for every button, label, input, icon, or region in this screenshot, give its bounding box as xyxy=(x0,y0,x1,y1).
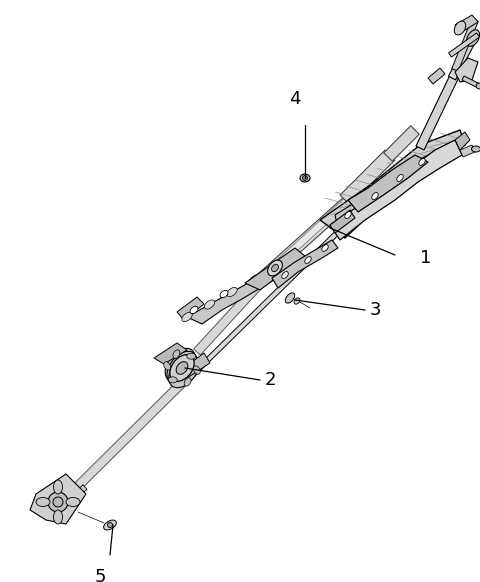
Ellipse shape xyxy=(184,378,191,386)
Ellipse shape xyxy=(345,211,351,218)
Ellipse shape xyxy=(419,158,425,165)
Polygon shape xyxy=(455,58,478,82)
Ellipse shape xyxy=(285,293,295,303)
Polygon shape xyxy=(180,353,210,378)
Polygon shape xyxy=(340,150,395,205)
Polygon shape xyxy=(460,145,475,157)
Polygon shape xyxy=(58,228,342,507)
Ellipse shape xyxy=(104,520,116,530)
Ellipse shape xyxy=(53,497,63,507)
Polygon shape xyxy=(455,132,470,150)
Ellipse shape xyxy=(282,272,288,278)
Ellipse shape xyxy=(164,362,170,370)
Ellipse shape xyxy=(454,21,466,35)
Ellipse shape xyxy=(167,352,197,385)
Ellipse shape xyxy=(190,306,198,314)
Ellipse shape xyxy=(169,354,199,388)
Ellipse shape xyxy=(471,146,480,152)
Ellipse shape xyxy=(305,257,311,264)
Ellipse shape xyxy=(53,510,62,524)
Ellipse shape xyxy=(187,353,196,359)
Polygon shape xyxy=(448,38,476,80)
Polygon shape xyxy=(330,210,355,233)
Text: 1: 1 xyxy=(420,249,432,267)
Polygon shape xyxy=(69,377,188,495)
Polygon shape xyxy=(187,267,284,324)
Polygon shape xyxy=(455,15,478,32)
Text: 5: 5 xyxy=(94,568,106,582)
Ellipse shape xyxy=(322,244,328,251)
Ellipse shape xyxy=(467,30,480,46)
Polygon shape xyxy=(194,275,268,355)
Ellipse shape xyxy=(476,83,480,89)
Ellipse shape xyxy=(170,354,194,381)
Polygon shape xyxy=(320,130,465,238)
Ellipse shape xyxy=(397,175,403,182)
Ellipse shape xyxy=(176,361,188,374)
Text: 4: 4 xyxy=(289,90,301,108)
Ellipse shape xyxy=(302,176,308,180)
Ellipse shape xyxy=(256,274,264,281)
Polygon shape xyxy=(348,155,428,212)
Ellipse shape xyxy=(108,523,112,527)
Ellipse shape xyxy=(66,498,80,506)
Text: 3: 3 xyxy=(370,301,382,319)
Ellipse shape xyxy=(53,480,62,494)
Polygon shape xyxy=(245,248,305,290)
Polygon shape xyxy=(384,126,419,161)
Polygon shape xyxy=(272,240,338,288)
Ellipse shape xyxy=(36,498,50,506)
Ellipse shape xyxy=(268,260,282,276)
Polygon shape xyxy=(462,76,480,88)
Polygon shape xyxy=(428,68,445,84)
Ellipse shape xyxy=(249,275,260,284)
Ellipse shape xyxy=(372,193,378,200)
Ellipse shape xyxy=(220,290,228,297)
Ellipse shape xyxy=(182,313,192,322)
Ellipse shape xyxy=(204,300,215,309)
Polygon shape xyxy=(154,343,187,364)
Polygon shape xyxy=(30,474,86,524)
Ellipse shape xyxy=(272,264,278,272)
Ellipse shape xyxy=(272,262,282,272)
Ellipse shape xyxy=(168,377,177,383)
Polygon shape xyxy=(416,73,459,150)
Polygon shape xyxy=(258,196,352,283)
Ellipse shape xyxy=(294,298,300,304)
Polygon shape xyxy=(177,297,204,320)
Ellipse shape xyxy=(165,348,195,382)
Text: 2: 2 xyxy=(265,371,276,389)
Ellipse shape xyxy=(48,492,68,512)
Ellipse shape xyxy=(227,288,237,297)
Ellipse shape xyxy=(173,350,180,359)
Polygon shape xyxy=(452,19,478,72)
Ellipse shape xyxy=(300,174,310,182)
Polygon shape xyxy=(335,143,453,228)
Polygon shape xyxy=(60,485,87,510)
Polygon shape xyxy=(254,190,359,286)
Polygon shape xyxy=(448,33,480,57)
Polygon shape xyxy=(330,140,462,240)
Ellipse shape xyxy=(193,366,200,374)
